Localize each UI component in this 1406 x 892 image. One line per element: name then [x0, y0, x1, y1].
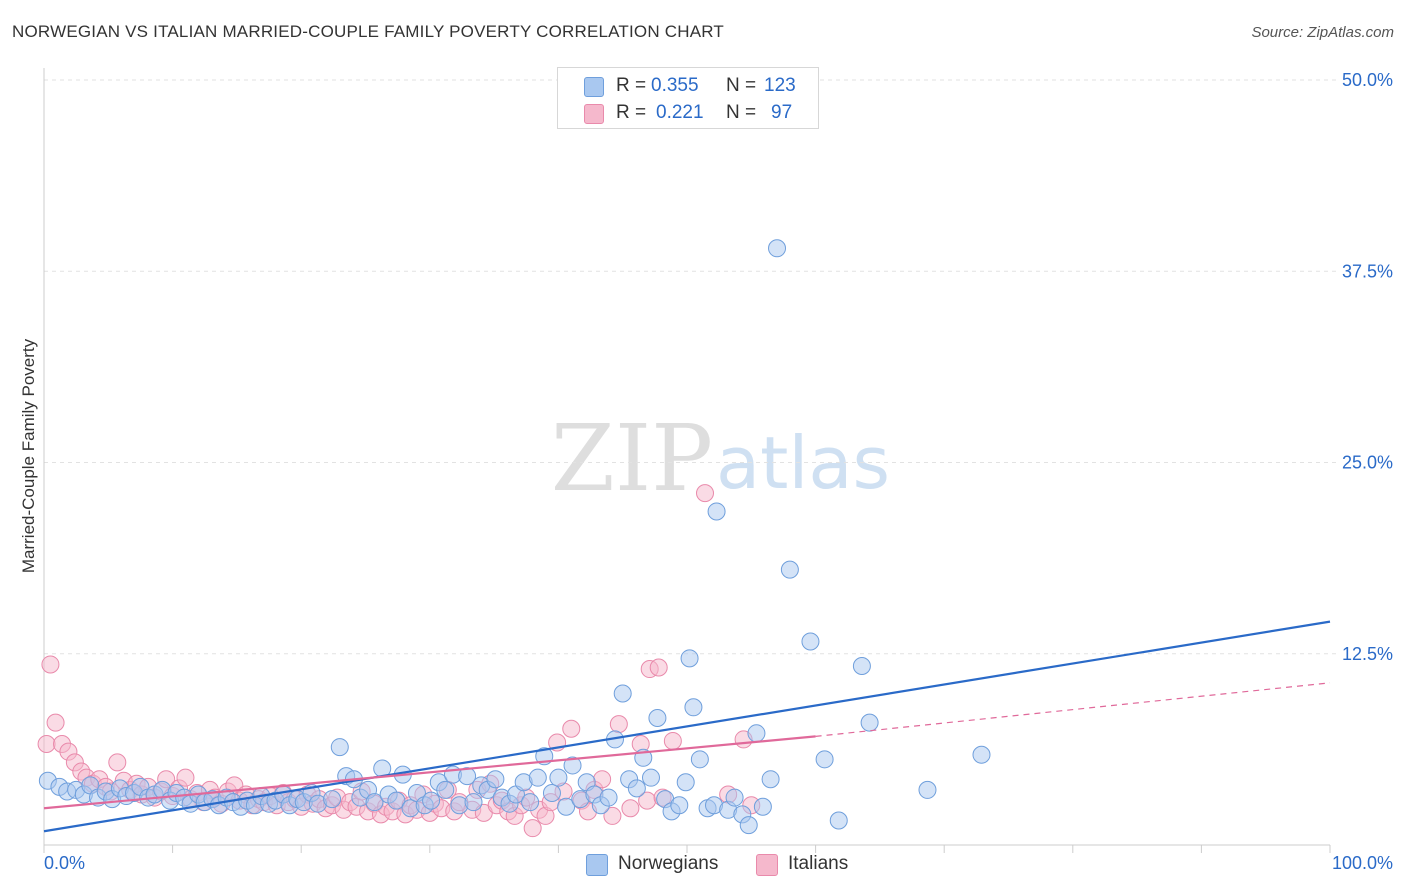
norwegian-point [436, 780, 455, 799]
norwegian-point [801, 632, 820, 651]
norwegian-point [521, 793, 540, 812]
norwegian-point [464, 793, 483, 812]
norwegian-point [542, 783, 561, 802]
series-legend: Norwegians Italians [0, 852, 1406, 878]
r-label: R = [616, 102, 647, 123]
r-label: R = [616, 75, 647, 96]
norwegian-point [387, 791, 406, 810]
norwegian-point [707, 502, 726, 521]
italian-point [593, 770, 612, 789]
norwegian-point [829, 811, 848, 830]
norwegian-point [684, 698, 703, 717]
y-axis-label: Married-Couple Family Poverty [19, 338, 38, 573]
norwegian-point [528, 768, 547, 787]
n-value: 123 [764, 75, 796, 96]
norwegian-point [680, 649, 699, 668]
y-tick-label: 12.5% [1342, 644, 1393, 664]
norwegian-point [599, 788, 618, 807]
italian-point [41, 655, 60, 674]
legend-label-italians: Italians [788, 853, 849, 874]
chart-title: NORWEGIAN VS ITALIAN MARRIED-COUPLE FAMI… [12, 22, 724, 41]
norwegian-point [860, 713, 879, 732]
norwegian-point [648, 709, 667, 728]
norwegian-point [670, 796, 689, 815]
norwegian-point [972, 745, 991, 764]
norwegian-point [815, 750, 834, 769]
italian-point [176, 768, 195, 787]
norwegian-point [739, 816, 758, 835]
norwegian-point [768, 239, 787, 258]
norwegian-point [486, 770, 505, 789]
norwegian-point [852, 656, 871, 675]
watermark-zip: ZIP [551, 405, 713, 512]
y-tick-label: 25.0% [1342, 453, 1393, 473]
norwegian-point [549, 768, 568, 787]
italians-trendline [43, 735, 816, 810]
norwegians-swatch [584, 77, 604, 97]
italians-swatch [756, 854, 778, 876]
norwegian-point [676, 773, 695, 792]
y-tick-label: 50.0% [1342, 70, 1393, 90]
italians-swatch [584, 104, 604, 124]
italians-trendline-extension [815, 682, 1331, 737]
r-value: 0.355 [651, 75, 699, 96]
norwegian-point [780, 560, 799, 579]
stats-row-norwegians: R = 0.355 N = 123 [558, 74, 818, 100]
italian-point [37, 735, 56, 754]
r-value: 0.221 [656, 102, 704, 123]
norwegian-point [323, 790, 342, 809]
norwegians-trendline [43, 620, 1331, 833]
stats-legend: R = 0.355 N = 123 R = 0.221 N = 97 [557, 67, 819, 129]
n-label: N = [726, 102, 757, 123]
norwegian-point [753, 797, 772, 816]
norwegian-point [613, 684, 632, 703]
norwegian-point [365, 793, 384, 812]
norwegian-point [330, 738, 349, 757]
italian-point [649, 658, 668, 677]
norwegian-point [641, 768, 660, 787]
norwegian-point [557, 797, 576, 816]
italian-point [621, 799, 640, 818]
norwegian-point [747, 724, 766, 743]
norwegian-point [563, 756, 582, 775]
italian-point [562, 719, 581, 738]
stats-row-italians: R = 0.221 N = 97 [558, 101, 818, 127]
y-tick-label: 37.5% [1342, 261, 1393, 281]
norwegian-point [918, 780, 937, 799]
italian-point [523, 819, 542, 838]
italian-point [609, 715, 628, 734]
italian-point [46, 713, 65, 732]
norwegians-swatch [586, 854, 608, 876]
x-tick-label: 100.0% [1332, 853, 1393, 873]
norwegian-point [458, 767, 477, 786]
italian-point [108, 753, 127, 772]
source-label: Source: ZipAtlas.com [1251, 24, 1394, 41]
norwegian-point [690, 750, 709, 769]
italian-point [663, 731, 682, 750]
n-label: N = [726, 75, 757, 96]
italian-point [603, 806, 622, 825]
norwegian-point [422, 791, 441, 810]
norwegian-point [725, 788, 744, 807]
norwegian-point [761, 770, 780, 789]
n-value: 97 [771, 102, 793, 123]
italian-point [696, 484, 715, 503]
x-tick-label: 0.0% [44, 853, 85, 873]
norwegian-point [627, 779, 646, 798]
legend-label-norwegians: Norwegians [618, 853, 719, 874]
